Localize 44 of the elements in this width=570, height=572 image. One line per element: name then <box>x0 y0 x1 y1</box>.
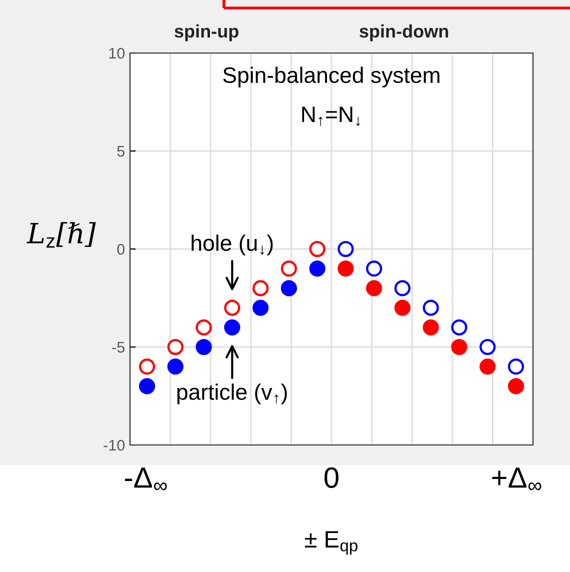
point <box>451 338 468 356</box>
point <box>309 240 326 258</box>
point <box>394 300 411 316</box>
y-axis-title: L$_{z}$[ℏ] <box>26 222 96 248</box>
point <box>224 319 240 336</box>
y-tick-label: -10 <box>104 440 125 451</box>
y-tick-label: 0 <box>117 244 125 255</box>
point <box>224 300 240 316</box>
point <box>366 280 382 296</box>
text: +Δ$_{∞}$ <box>492 468 542 490</box>
point <box>422 319 439 336</box>
annotation: particle (v$_{↑}$) <box>177 384 287 404</box>
point <box>338 240 354 258</box>
point <box>280 280 297 296</box>
y-tick-label: 5 <box>117 146 124 157</box>
point <box>167 338 184 356</box>
point <box>366 260 382 277</box>
point <box>508 358 524 375</box>
annotation: hole (u$_{↓}$) <box>192 234 273 256</box>
point <box>167 358 184 375</box>
point <box>196 319 212 336</box>
point <box>309 260 326 277</box>
point <box>508 378 524 394</box>
annotation: Spin-balanced system <box>223 66 440 88</box>
point <box>138 358 156 375</box>
point <box>280 260 297 277</box>
point <box>338 260 354 277</box>
y-tick-label: 10 <box>109 48 125 59</box>
point <box>196 338 212 356</box>
annotation: N$_{↑}$=N$_{↓}$ <box>302 106 360 126</box>
text: spin-up <box>174 24 238 42</box>
point <box>138 378 156 394</box>
point <box>480 358 496 375</box>
point <box>252 280 269 296</box>
x-axis-title: ± E$_{qp}$ <box>304 531 358 555</box>
text: spin-down <box>360 24 448 42</box>
point <box>480 338 496 356</box>
text: 0 <box>324 467 338 488</box>
text: -Δ$_{∞}$ <box>124 468 167 490</box>
point <box>451 319 468 336</box>
point <box>394 280 411 296</box>
point <box>252 300 269 316</box>
y-tick-label: -5 <box>112 342 124 353</box>
point <box>422 300 439 316</box>
